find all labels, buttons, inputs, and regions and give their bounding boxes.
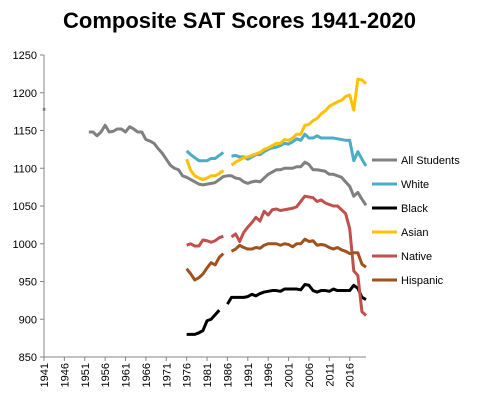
series-line-native (186, 234, 224, 248)
series-line-native (230, 194, 368, 317)
series-line-asian (185, 158, 225, 182)
series-line-white (231, 132, 368, 167)
series-line-black (186, 309, 221, 336)
x-tick-label: 1941 (39, 363, 51, 387)
series-line-hispanic (230, 237, 367, 269)
legend-label-all-students: All Students (401, 155, 460, 167)
x-tick-label: 1991 (243, 363, 255, 387)
chart-title: Composite SAT Scores 1941-2020 (63, 8, 416, 33)
y-tick-label: 950 (19, 277, 37, 289)
y-tick-label: 1100 (13, 163, 37, 175)
legend-label-asian: Asian (401, 227, 429, 239)
x-tick-label: 2016 (345, 363, 357, 387)
x-tick-label: 1956 (100, 363, 112, 387)
series-line-white (185, 149, 225, 163)
series-point-all-students (42, 107, 46, 111)
x-tick-label: 1971 (161, 363, 173, 387)
y-tick-label: 1050 (13, 201, 37, 213)
y-tick-label: 1000 (13, 239, 37, 251)
y-tick-label: 850 (19, 352, 37, 364)
legend-label-white: White (401, 179, 429, 191)
x-tick-label: 2011 (324, 363, 336, 387)
x-tick-label: 1946 (59, 363, 71, 387)
series-line-all-students (88, 123, 368, 207)
series-line-asian (230, 77, 368, 167)
x-tick-label: 1961 (121, 363, 133, 387)
x-tick-label: 1951 (80, 363, 92, 387)
y-tick-label: 1250 (13, 50, 37, 62)
series-line-black (226, 283, 367, 305)
x-tick-label: 1981 (202, 363, 214, 387)
axis-layer: 850 900 950 1000 1050 1100 1150 1200 1250 1941 194… (13, 50, 366, 387)
series-line-hispanic (185, 252, 225, 282)
y-tick-label: 900 (19, 314, 37, 326)
x-tick-label: 2006 (304, 363, 316, 387)
legend-label-hispanic: Hispanic (401, 275, 444, 287)
x-tick-label: 2001 (284, 363, 296, 387)
y-tick-label: 1150 (13, 126, 37, 138)
x-tick-label: 1976 (182, 363, 194, 387)
x-tick-label: 1966 (141, 363, 153, 387)
x-tick-label: 1986 (222, 363, 234, 387)
legend-label-native: Native (401, 251, 432, 263)
legend: All Students White Black Asian Native Hispani… (372, 155, 460, 287)
legend-label-black: Black (401, 203, 428, 215)
series-layer (42, 77, 368, 336)
x-tick-label: 1996 (263, 363, 275, 387)
y-tick-label: 1200 (13, 88, 37, 100)
